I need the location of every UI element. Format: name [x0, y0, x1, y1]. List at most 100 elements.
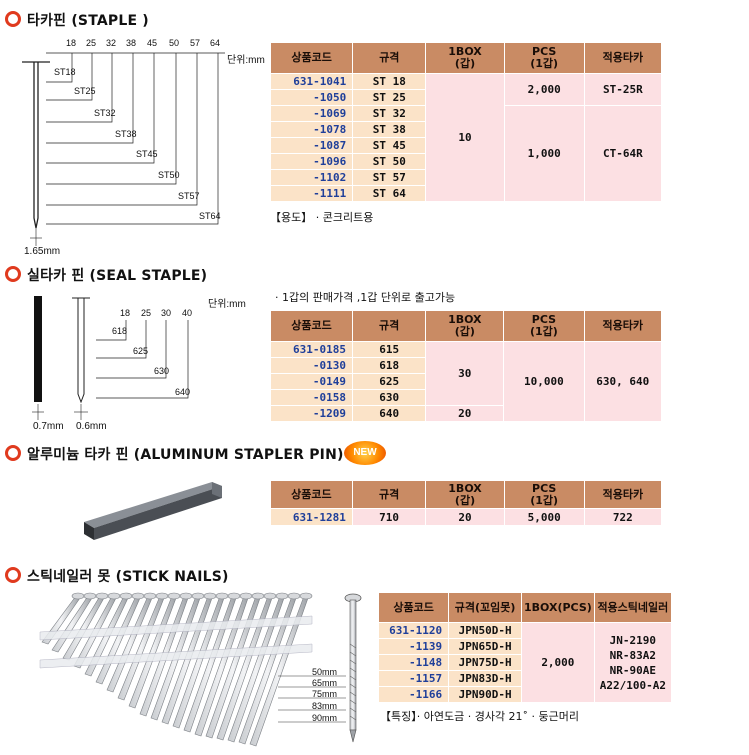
nail-length-label: 50mm [312, 667, 338, 677]
product-code: -1102 [269, 169, 354, 186]
section-title-seal-text: 실타카 핀 (SEAL STAPLE) [27, 268, 208, 284]
header-cell: 상품코드 [269, 42, 354, 74]
section-title-aluminum-text: 알루미늄 타카 핀 (ALUMINUM STAPLER PIN) [27, 447, 344, 463]
circle-bullet-icon [5, 445, 21, 461]
table-row: -1087 ST 45 [269, 137, 662, 154]
product-code: -1069 [269, 105, 354, 122]
tick-label: 40 [182, 308, 193, 318]
stick-note: 【특징】· 아연도금 · 경사각 21˚ · 둥근머리 [380, 710, 580, 723]
tick-label: 30 [161, 308, 172, 318]
product-code: 631-0185 [269, 341, 354, 358]
tool-name: A22/100-A2 [599, 678, 666, 692]
staple-table: 상품코드 규격 1BOX (갑) PCS (1갑) 적용타카 631-1041 … [269, 42, 663, 202]
header-cell: 1BOX (갑) [425, 310, 505, 342]
product-code: -0130 [269, 357, 354, 374]
new-badge: NEW [344, 441, 386, 465]
table-row: -1078 ST 38 [269, 121, 662, 138]
thickness-label: 1.65mm [24, 246, 61, 257]
nail-length-label: 65mm [312, 678, 338, 688]
product-code: -1148 [377, 654, 450, 671]
pcs-cell: 2,000 [503, 73, 585, 106]
table-header-row: 상품코드 규격(꼬임못) 1BOX(PCS) 적용스틱네일러 [377, 592, 673, 623]
tick-label: 45 [147, 38, 158, 48]
stick-table: 상품코드 규격(꼬임못) 1BOX(PCS) 적용스틱네일러 631-1120 … [377, 592, 673, 703]
table-row: -1096 ST 50 [269, 153, 662, 170]
product-code: -1209 [269, 405, 354, 422]
header-cell: 적용타카 [583, 310, 663, 342]
table-row: 631-0185 615 30 10,000 630, 640 [269, 341, 663, 422]
section-title-staple: 타카핀 (STAPLE ) [5, 10, 149, 30]
table-row: -1157 JPN83D-H [377, 670, 672, 687]
length-label: ST18 [54, 67, 76, 77]
tick-label: 57 [190, 38, 201, 48]
pcs-cell: 10,000 [503, 341, 585, 422]
tool-name: NR-90AE [609, 663, 657, 677]
product-code: -1050 [269, 89, 354, 106]
spec-cell: ST 57 [352, 169, 427, 186]
product-code: -0158 [269, 389, 354, 406]
length-label: 625 [133, 346, 149, 356]
table-row: 631-1041 ST 18 10 2,000 ST-25R [269, 73, 663, 202]
tick-label: 50 [169, 38, 180, 48]
section-title-seal: 실타카 핀 (SEAL STAPLE) [5, 265, 207, 285]
length-label: ST38 [115, 129, 137, 139]
box-cell: 20 [425, 405, 505, 422]
header-cell: PCS (1갑) [503, 480, 585, 509]
circle-bullet-icon [5, 266, 21, 282]
spec-cell: JPN75D-H [448, 654, 523, 671]
spec-cell: 615 [352, 341, 427, 358]
table-row: -1050 ST 25 [269, 89, 662, 106]
spec-cell: ST 50 [352, 153, 427, 170]
header-cell: 상품코드 [270, 480, 353, 509]
seal-table: 상품코드 규격 1BOX (갑) PCS (1갑) 적용타카 631-0185 … [269, 310, 663, 422]
nail-length-label: 83mm [312, 701, 338, 711]
unit-label: 단위:mm [208, 299, 246, 310]
header-cell: 규격 [351, 480, 427, 509]
length-label: ST32 [94, 108, 116, 118]
spec-cell: JPN83D-H [448, 670, 523, 687]
header-cell: 규격 [352, 42, 427, 74]
aluminum-table: 상품코드 규격 1BOX (갑) PCS (1갑) 적용타카 631-1281 … [270, 480, 663, 526]
tick-label: 18 [66, 38, 77, 48]
staple-note: 【용도】 · 콘크리트용 [270, 211, 374, 224]
product-code: -1078 [269, 121, 354, 138]
box-cell: 2,000 [521, 622, 595, 703]
header-cell: 규격 [352, 310, 427, 342]
pcs-cell: 1,000 [503, 105, 585, 202]
nail-length-label: 75mm [312, 689, 338, 699]
circle-bullet-icon [5, 567, 21, 583]
product-code: -1157 [377, 670, 450, 687]
box-cell: 20 [425, 508, 505, 526]
table-row: -1148 JPN75D-H [377, 654, 672, 671]
header-cell: 1BOX(PCS) [521, 592, 595, 623]
tick-label: 18 [120, 308, 131, 318]
product-code: -1087 [269, 137, 354, 154]
length-label: 640 [175, 387, 191, 397]
spec-cell: 618 [352, 357, 427, 374]
table-header-row: 상품코드 규격 1BOX (갑) PCS (1갑) 적용타카 [269, 42, 663, 74]
circle-bullet-icon [5, 11, 21, 27]
header-cell: 1BOX (갑) [425, 480, 505, 509]
table-header-row: 상품코드 규격 1BOX (갑) PCS (1갑) 적용타카 [270, 480, 663, 509]
spec-cell: ST 32 [352, 105, 427, 122]
spec-cell: ST 45 [352, 137, 427, 154]
spec-cell: ST 25 [352, 89, 427, 106]
length-label: 618 [112, 326, 128, 336]
tool-cell: ST-25R [583, 73, 663, 106]
header-cell: PCS (1갑) [503, 310, 585, 342]
tool-cell: 722 [583, 508, 663, 526]
unit-label: 단위:mm [227, 55, 265, 66]
aluminum-pin-strip-image [84, 482, 222, 540]
section-title-staple-text: 타카핀 (STAPLE ) [27, 13, 149, 29]
pcs-cell: 5,000 [503, 508, 585, 526]
section-title-aluminum: 알루미늄 타카 핀 (ALUMINUM STAPLER PIN) [5, 444, 344, 464]
spec-cell: 625 [352, 373, 427, 390]
tick-label: 25 [141, 308, 152, 318]
tick-label: 38 [126, 38, 137, 48]
tool-cell: 630, 640 [583, 341, 663, 422]
product-code: -1139 [377, 638, 450, 655]
header-cell: PCS (1갑) [503, 42, 585, 74]
table-row: -0130 618 [269, 357, 662, 374]
table-header-row: 상품코드 규격 1BOX (갑) PCS (1갑) 적용타카 [269, 310, 663, 342]
spec-cell: ST 38 [352, 121, 427, 138]
